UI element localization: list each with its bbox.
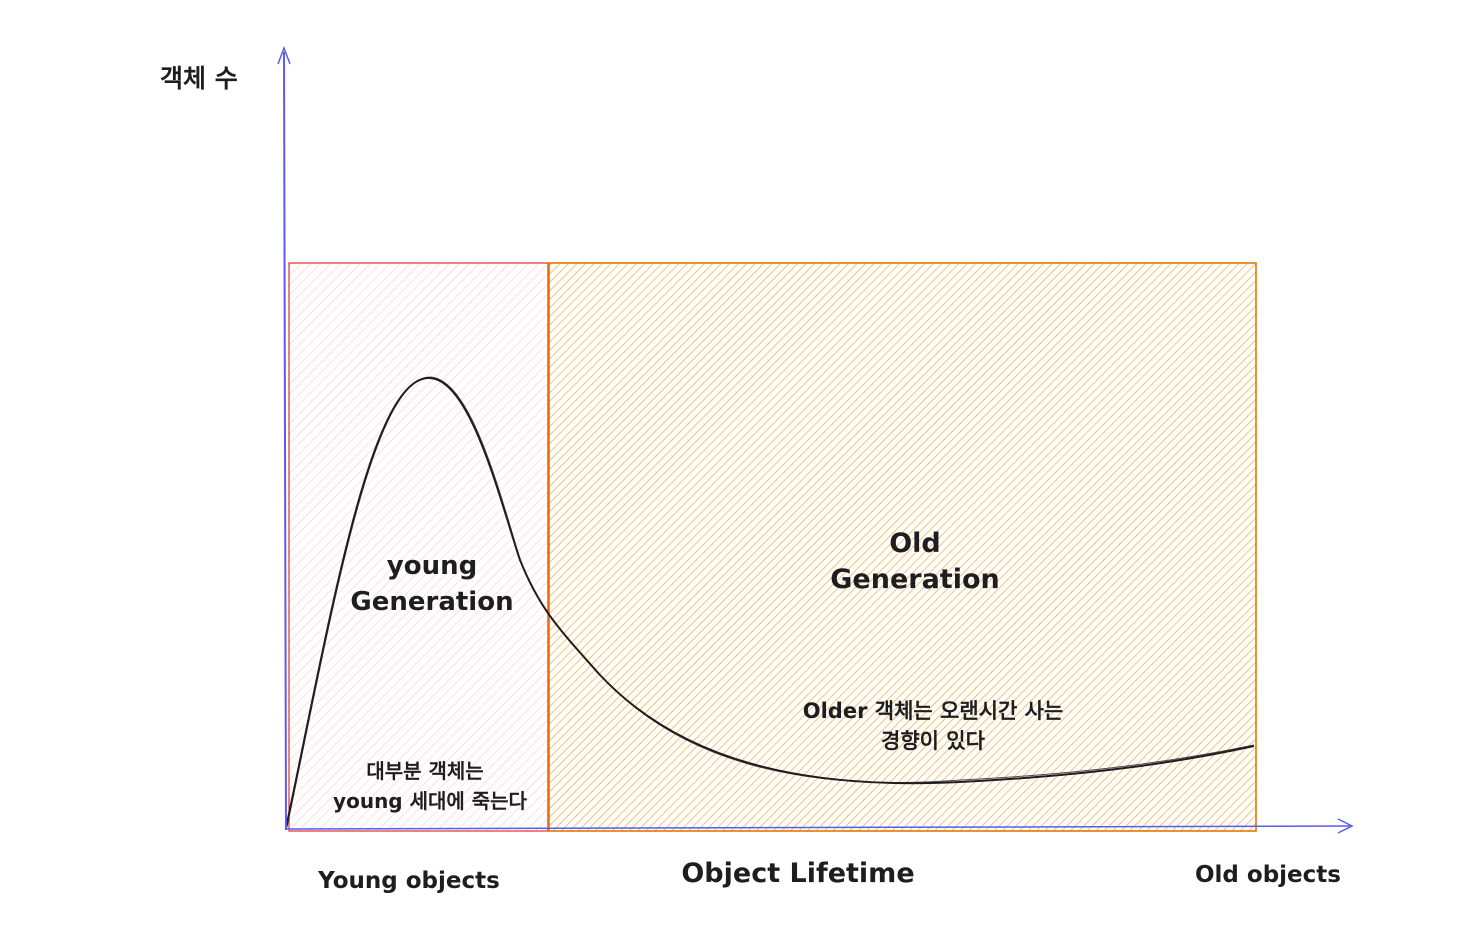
x-axis-right-label: Old objects [1195,862,1341,888]
young-generation-fill [289,263,548,831]
old-generation-region [548,262,1257,832]
old-generation-note-line2: 경향이 있다 [881,729,986,753]
old-generation-fill [549,263,1256,831]
old-generation-title-line1: Old [889,528,941,559]
curve-line-sketch [286,376,1255,828]
y-axis-label: 객체 수 [160,64,238,93]
x-axis-left-label: Young objects [317,868,500,894]
x-axis-arrowhead [1337,818,1354,834]
axes [277,45,1354,834]
young-generation-region [288,262,549,832]
old-generation-note-line1: Older 객체는 오랜시간 사는 [803,699,1064,723]
young-generation-note-line1: 대부분 객체는 [366,759,483,783]
young-generation-border [288,262,549,832]
young-generation-title-line2: Generation [350,587,513,617]
y-axis-arrowhead [277,45,291,65]
y-axis [283,51,287,831]
object-count-curve [285,376,1255,829]
old-generation-border [548,262,1257,832]
x-axis [284,825,1351,830]
old-generation-title-line2: Generation [830,564,999,595]
x-axis-label: Object Lifetime [681,858,914,889]
young-generation-title-line1: young [387,551,477,581]
young-generation-note-line2: young 세대에 죽는다 [333,789,527,813]
